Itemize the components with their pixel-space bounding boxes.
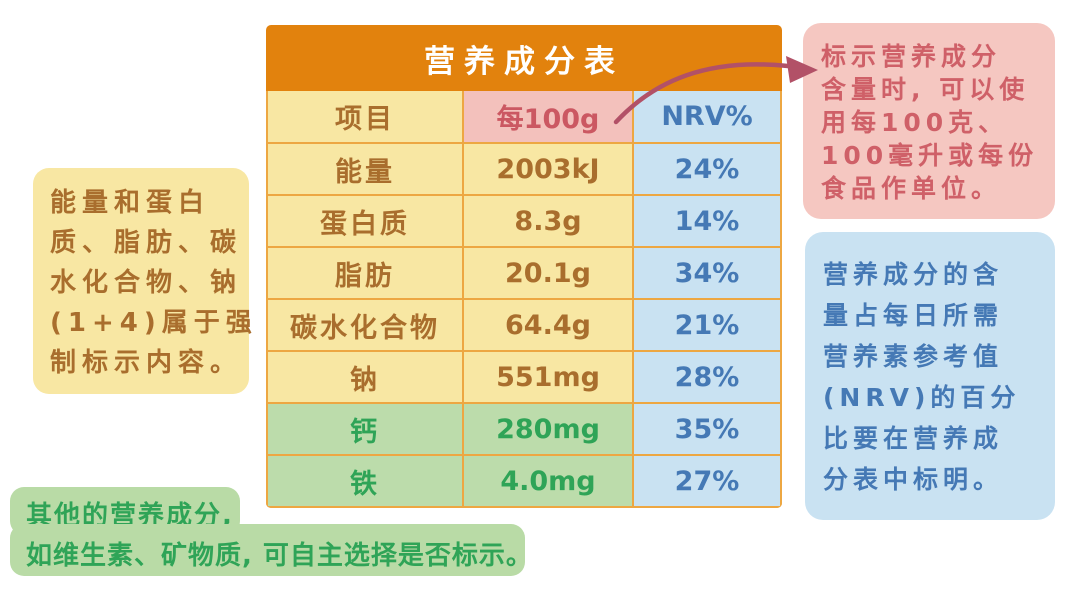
row-sodium-nrv: 28%: [634, 352, 780, 402]
row-energy-nrv: 24%: [634, 144, 780, 194]
row-fat-value: 20.1g: [464, 248, 632, 298]
note-line: 制标示内容。: [50, 348, 243, 378]
row-carbohydrate-nrv: 21%: [634, 300, 780, 350]
note-mandatory-items: 能量和蛋白 质、脂肪、碳 水化合物、钠 (1+4)属于强 制标示内容。: [33, 168, 258, 394]
note-line: 比要在营养成: [823, 424, 1004, 453]
table-title: 营养成分表: [266, 25, 782, 91]
row-calcium-value: 280mg: [464, 404, 632, 454]
column-header-nrv: NRV%: [634, 91, 780, 142]
note-line: 营养成分的含: [823, 260, 1004, 289]
note-line: 量占每日所需: [823, 301, 1004, 330]
table-grid: 项目 每100g NRV% 能量 2003kJ 24% 蛋白质 8.3g 14%…: [266, 91, 782, 508]
row-protein-nrv: 14%: [634, 196, 780, 246]
row-calcium-nrv: 35%: [634, 404, 780, 454]
note-optional-items-line2: 如维生素、矿物质, 可自主选择是否标示。: [10, 524, 532, 576]
column-header-item: 项目: [268, 91, 462, 142]
note-line: 营养素参考值: [823, 342, 1004, 371]
row-calcium-name: 钙: [268, 404, 462, 454]
note-line: (NRV)的百分: [823, 383, 1021, 412]
note-line: 分表中标明。: [823, 465, 1004, 494]
note-line: 水化合物、钠: [50, 268, 243, 298]
note-line: 含量时, 可以使: [821, 75, 1030, 104]
row-fat-name: 脂肪: [268, 248, 462, 298]
note-line: 质、脂肪、碳: [50, 228, 243, 258]
row-sodium-name: 钠: [268, 352, 462, 402]
row-sodium-value: 551mg: [464, 352, 632, 402]
row-energy-name: 能量: [268, 144, 462, 194]
note-line: 如维生素、矿物质, 可自主选择是否标示。: [26, 541, 533, 571]
row-carbohydrate-name: 碳水化合物: [268, 300, 462, 350]
row-energy-value: 2003kJ: [464, 144, 632, 194]
nutrition-facts-table: 营养成分表 项目 每100g NRV% 能量 2003kJ 24% 蛋白质 8.…: [266, 25, 782, 508]
note-line: 食品作单位。: [821, 174, 1002, 203]
note-serving-unit: 标示营养成分 含量时, 可以使 用每100克、 100毫升或每份 食品作单位。: [803, 23, 1055, 219]
note-line: 能量和蛋白: [50, 188, 211, 218]
row-iron-name: 铁: [268, 456, 462, 506]
note-line: 用每100克、: [821, 108, 1009, 137]
row-protein-value: 8.3g: [464, 196, 632, 246]
note-line: (1+4)属于强: [50, 308, 258, 338]
row-protein-name: 蛋白质: [268, 196, 462, 246]
row-iron-value: 4.0mg: [464, 456, 632, 506]
note-line: 标示营养成分: [821, 42, 1002, 71]
row-fat-nrv: 34%: [634, 248, 780, 298]
note-nrv-explanation: 营养成分的含 量占每日所需 营养素参考值 (NRV)的百分 比要在营养成 分表中…: [805, 232, 1055, 520]
note-line: 100毫升或每份: [821, 141, 1039, 170]
column-header-per100g: 每100g: [464, 91, 632, 142]
row-carbohydrate-value: 64.4g: [464, 300, 632, 350]
row-iron-nrv: 27%: [634, 456, 780, 506]
